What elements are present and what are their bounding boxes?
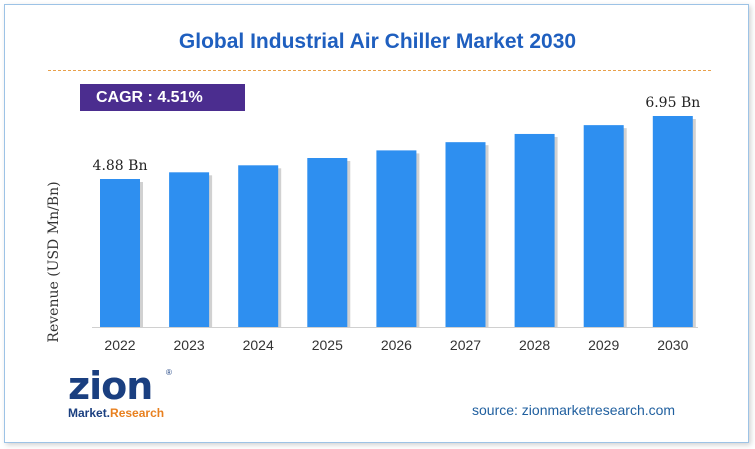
x-tick-label: 2025: [312, 337, 343, 353]
zion-logo: zion ® Market.Research: [62, 366, 177, 430]
x-tick-label: 2023: [174, 337, 205, 353]
x-tick-label: 2028: [519, 337, 550, 353]
bar-2023: [169, 172, 210, 327]
bar-2025: [307, 158, 348, 327]
x-tick-label: 2022: [104, 337, 135, 353]
x-tick-label: 2026: [381, 337, 412, 353]
logo-sub-research: Research: [110, 406, 165, 420]
logo-sub-market: Market.: [68, 406, 111, 420]
bar-2024: [238, 165, 279, 327]
bar-2027: [445, 142, 486, 327]
bar-2026: [376, 150, 417, 327]
bar-2029: [583, 125, 624, 327]
x-tick-label: 2030: [657, 337, 688, 353]
title-divider: [48, 70, 711, 71]
logo-wordmark: zion: [68, 364, 153, 408]
x-tick-label: 2024: [243, 337, 274, 353]
logo-subtitle: Market.Research: [68, 406, 164, 420]
x-tick-label: 2027: [450, 337, 481, 353]
y-axis-label: Revenue (USD Mn/Bn): [46, 181, 62, 343]
cagr-badge: CAGR : 4.51%: [80, 84, 245, 111]
source-text: source: zionmarketresearch.com: [472, 402, 676, 418]
chart-title: Global Industrial Air Chiller Market 203…: [178, 30, 577, 53]
bar-2022: [100, 179, 140, 327]
x-tick-label: 2029: [588, 337, 619, 353]
data-label: 4.88 Bn: [93, 158, 148, 174]
data-label: 6.95 Bn: [645, 95, 700, 111]
logo-registered-mark: ®: [166, 368, 172, 377]
bar-2030: [652, 116, 693, 327]
bar-2028: [514, 133, 555, 327]
